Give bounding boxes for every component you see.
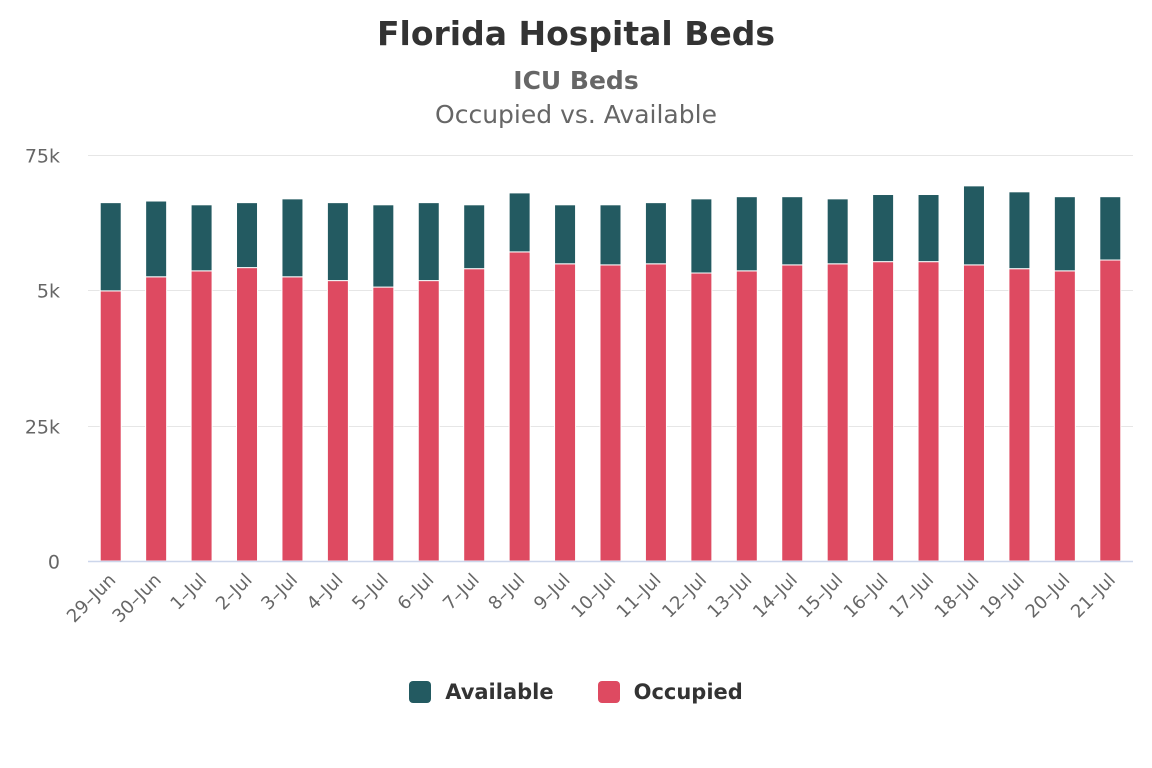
bar-occupied[interactable] (917, 261, 940, 562)
y-tick-label: 75k (25, 146, 60, 168)
x-tick-label: 3–Jul (257, 570, 302, 615)
bar-occupied[interactable] (1099, 259, 1122, 562)
bar-occupied[interactable] (326, 280, 349, 562)
x-tick-label: 8–Jul (484, 570, 529, 615)
bar-available[interactable] (145, 200, 168, 278)
bar-occupied[interactable] (962, 264, 985, 562)
x-tick-label: 20–Jul (1022, 570, 1075, 623)
x-tick-label: 11–Jul (613, 570, 666, 623)
bar-available[interactable] (190, 204, 213, 272)
bar-available[interactable] (872, 194, 895, 263)
x-tick-label: 2–Jul (212, 570, 257, 615)
chart-subtitle-secondary: Occupied vs. Available (435, 100, 717, 129)
bar-occupied[interactable] (99, 290, 122, 562)
x-tick-label: 5–Jul (348, 570, 393, 615)
x-tick-label: 21–Jul (1067, 570, 1120, 623)
x-tick-label: 16–Jul (840, 570, 893, 623)
bar-available[interactable] (99, 202, 122, 292)
x-tick-label: 15–Jul (794, 570, 847, 623)
bar-available[interactable] (372, 204, 395, 288)
bar-occupied[interactable] (190, 270, 213, 562)
bar-occupied[interactable] (599, 264, 622, 562)
bar-occupied[interactable] (463, 268, 486, 562)
legend-item-occupied[interactable]: Occupied (597, 680, 743, 704)
x-tick-label: 18–Jul (931, 570, 984, 623)
bar-available[interactable] (735, 196, 758, 272)
legend-swatch-occupied (597, 681, 620, 703)
legend-swatch-available (409, 681, 432, 703)
x-tick-label: 10–Jul (567, 570, 620, 623)
legend: Available Occupied (0, 680, 1152, 704)
bar-available[interactable] (281, 198, 304, 278)
x-tick-label: 30–Jun (108, 570, 165, 627)
bar-occupied[interactable] (372, 286, 395, 562)
bar-occupied[interactable] (1008, 268, 1031, 562)
bar-available[interactable] (1099, 196, 1122, 261)
bar-occupied[interactable] (781, 264, 804, 562)
y-tick-label: 0 (48, 552, 60, 574)
bar-available[interactable] (1008, 191, 1031, 270)
bar-available[interactable] (644, 202, 667, 265)
bars (99, 185, 1122, 562)
bar-occupied[interactable] (826, 263, 849, 562)
bar-occupied[interactable] (145, 276, 168, 562)
y-axis-ticks: 0 25k 5k 75k (25, 146, 60, 574)
bar-available[interactable] (1053, 196, 1076, 272)
bar-available[interactable] (917, 194, 940, 263)
x-tick-label: 12–Jul (658, 570, 711, 623)
chart-subtitle: ICU Beds (513, 66, 639, 95)
bar-occupied[interactable] (644, 263, 667, 562)
bar-occupied[interactable] (281, 276, 304, 562)
bar-occupied[interactable] (690, 272, 713, 562)
bar-available[interactable] (826, 198, 849, 265)
bar-available[interactable] (599, 204, 622, 266)
y-tick-label: 5k (37, 281, 60, 303)
bar-available[interactable] (236, 202, 259, 269)
legend-label-available: Available (445, 680, 554, 704)
legend-item-available[interactable]: Available (409, 680, 554, 704)
x-tick-label: 14–Jul (749, 570, 802, 623)
x-tick-label: 1–Jul (166, 570, 211, 615)
chart-title: Florida Hospital Beds (377, 14, 775, 53)
bar-available[interactable] (554, 204, 577, 265)
bar-occupied[interactable] (508, 251, 531, 562)
x-tick-label: 7–Jul (439, 570, 484, 615)
bar-available[interactable] (962, 185, 985, 266)
bar-available[interactable] (508, 192, 531, 253)
bar-available[interactable] (781, 196, 804, 266)
x-tick-label: 19–Jul (976, 570, 1029, 623)
x-tick-label: 6–Jul (394, 570, 439, 615)
x-tick-label: 17–Jul (885, 570, 938, 623)
x-tick-label: 29–Jun (63, 570, 120, 627)
legend-label-occupied: Occupied (633, 680, 743, 704)
x-tick-label: 13–Jul (704, 570, 757, 623)
bar-occupied[interactable] (554, 263, 577, 562)
bar-occupied[interactable] (417, 280, 440, 562)
y-tick-label: 25k (25, 417, 60, 439)
bar-available[interactable] (417, 202, 440, 282)
bar-available[interactable] (690, 198, 713, 274)
bar-available[interactable] (463, 204, 486, 270)
x-tick-label: 4–Jul (303, 570, 348, 615)
bar-occupied[interactable] (872, 261, 895, 562)
bar-available[interactable] (326, 202, 349, 282)
bar-occupied[interactable] (236, 267, 259, 562)
bar-occupied[interactable] (735, 270, 758, 562)
bar-occupied[interactable] (1053, 270, 1076, 562)
